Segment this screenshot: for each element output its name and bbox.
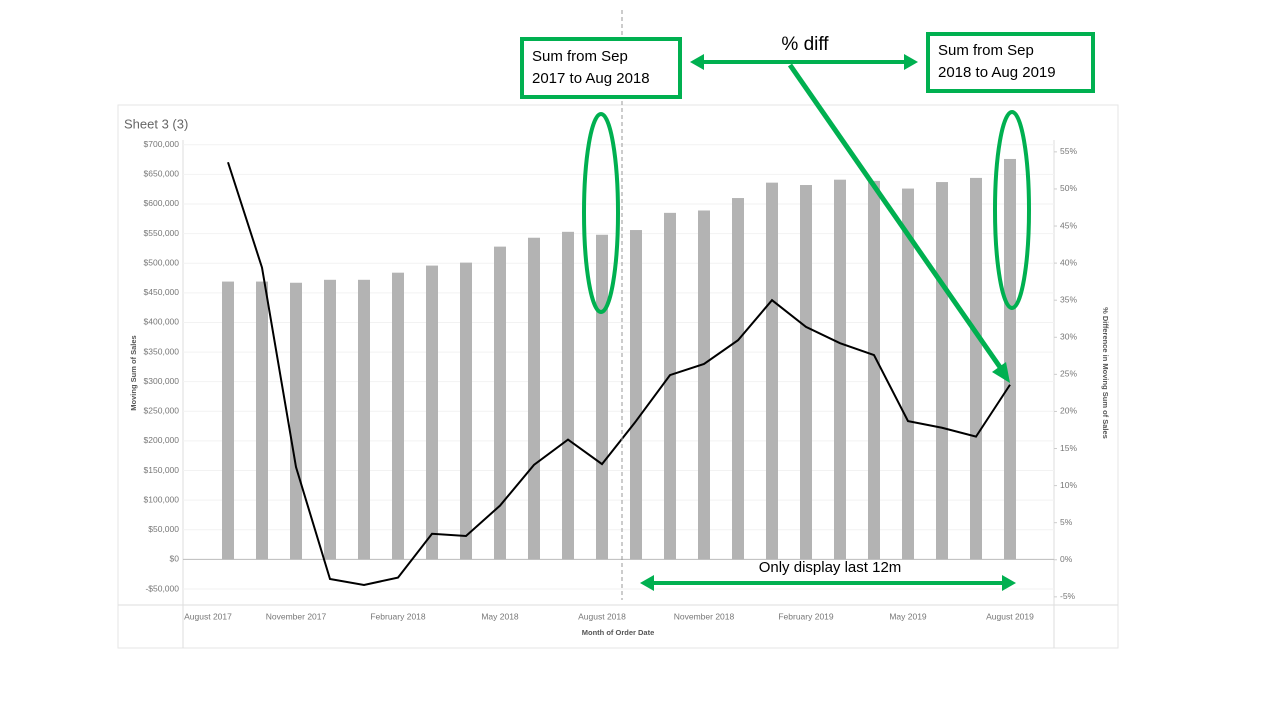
annotation-text: % diff bbox=[781, 34, 829, 55]
y-axis-title: Moving Sum of Sales bbox=[129, 335, 138, 410]
y2-tick-label: 40% bbox=[1060, 257, 1077, 267]
arrow-head bbox=[1002, 575, 1016, 591]
x-tick-label: August 2019 bbox=[986, 611, 1034, 621]
y-tick-label: $200,000 bbox=[144, 435, 180, 445]
y-tick-label: $500,000 bbox=[144, 257, 180, 267]
annotation-box bbox=[926, 32, 1095, 93]
annotations: Sum from Sep 2017 to Aug 2018 Sum from Se… bbox=[520, 10, 1095, 600]
y-tick-label: $250,000 bbox=[144, 406, 180, 416]
y-tick-label: $0 bbox=[170, 554, 180, 564]
bar bbox=[222, 281, 234, 560]
y-tick-label: $650,000 bbox=[144, 169, 180, 179]
bar bbox=[358, 279, 370, 560]
bar bbox=[596, 234, 608, 560]
arrow bbox=[787, 63, 1005, 372]
x-axis-title: Month of Order Date bbox=[582, 628, 655, 637]
x-tick-label: February 2019 bbox=[778, 611, 834, 621]
arrow-head bbox=[640, 575, 654, 591]
x-tick-label: February 2018 bbox=[370, 611, 426, 621]
bar bbox=[528, 237, 540, 560]
annotation-line: Sum from Sep bbox=[938, 42, 1034, 59]
line bbox=[227, 161, 1011, 586]
bar bbox=[664, 212, 676, 560]
bar bbox=[494, 246, 506, 560]
annotation-line: 2018 to Aug 2019 bbox=[938, 64, 1056, 81]
x-tick-label: August 2017 bbox=[184, 611, 232, 621]
highlight-ellipse bbox=[993, 110, 1031, 310]
bar bbox=[426, 265, 438, 560]
bar bbox=[800, 185, 812, 560]
bar bbox=[970, 177, 982, 560]
y2-tick-label: 20% bbox=[1060, 406, 1077, 416]
arrow-head bbox=[992, 362, 1010, 383]
y-tick-label: $100,000 bbox=[144, 494, 180, 504]
y2-tick-label: 35% bbox=[1060, 294, 1077, 304]
x-tick-label: November 2018 bbox=[674, 611, 735, 621]
y-tick-label: $700,000 bbox=[144, 139, 180, 149]
y-tick-label: $550,000 bbox=[144, 228, 180, 238]
bar bbox=[732, 198, 744, 560]
y2-tick-label: 5% bbox=[1060, 517, 1073, 527]
annotation-line: Sum from Sep bbox=[532, 48, 628, 65]
y-tick-label: $350,000 bbox=[144, 346, 180, 356]
highlight-ellipse bbox=[582, 112, 620, 314]
y-tick-label: $600,000 bbox=[144, 198, 180, 208]
bar bbox=[936, 182, 948, 560]
plot: -$50,000 $0 $50,000 $100,000 $150,000 $200,00… bbox=[144, 139, 1078, 621]
bar bbox=[834, 179, 846, 560]
annotation-text: Only display last 12m bbox=[759, 559, 902, 576]
y2-tick-label: 15% bbox=[1060, 443, 1077, 453]
y2-tick-label: 30% bbox=[1060, 332, 1077, 342]
bar bbox=[1004, 158, 1016, 560]
arrow-head bbox=[904, 54, 918, 70]
bar bbox=[562, 231, 574, 560]
x-tick-label: May 2019 bbox=[889, 611, 927, 621]
bar bbox=[868, 180, 880, 560]
y2-tick-label: 25% bbox=[1060, 369, 1077, 379]
annotation-box bbox=[520, 37, 682, 99]
y2-tick-label: 10% bbox=[1060, 480, 1077, 490]
arrows bbox=[640, 54, 1016, 591]
y2-tick-label: 55% bbox=[1060, 146, 1077, 156]
bar bbox=[630, 230, 642, 560]
y2-tick-label: 0% bbox=[1060, 554, 1073, 564]
arrow-head bbox=[690, 54, 704, 70]
x-tick-label: November 2017 bbox=[266, 611, 327, 621]
y2-tick-label: -5% bbox=[1060, 591, 1076, 601]
bar bbox=[290, 282, 302, 560]
x-tick-label: August 2018 bbox=[578, 611, 626, 621]
annotation-line: 2017 to Aug 2018 bbox=[532, 70, 650, 87]
y-tick-label: $450,000 bbox=[144, 287, 180, 297]
y2-tick-label: 50% bbox=[1060, 183, 1077, 193]
y-tick-label: $50,000 bbox=[148, 524, 179, 534]
y2-tick-label: 45% bbox=[1060, 220, 1077, 230]
bar bbox=[256, 281, 268, 560]
y-tick-label: $400,000 bbox=[144, 317, 180, 327]
bar bbox=[698, 210, 710, 560]
annotation-text: Sum from Sep 2017 to Aug 2018 bbox=[532, 48, 650, 87]
y-tick-label: $150,000 bbox=[144, 465, 180, 475]
sheet-title: Sheet 3 (3) bbox=[124, 116, 188, 131]
y-tick-label: $300,000 bbox=[144, 376, 180, 386]
x-tick-label: May 2018 bbox=[481, 611, 519, 621]
y-tick-label: -$50,000 bbox=[145, 583, 179, 593]
bar bbox=[324, 279, 336, 560]
annotation-text: Sum from Sep 2018 to Aug 2019 bbox=[938, 42, 1056, 81]
bar bbox=[766, 182, 778, 560]
bar bbox=[460, 262, 472, 560]
y2-axis-title: % Difference in Moving Sum of Sales bbox=[1101, 307, 1110, 439]
bar bbox=[392, 272, 404, 560]
bar bbox=[902, 188, 914, 560]
